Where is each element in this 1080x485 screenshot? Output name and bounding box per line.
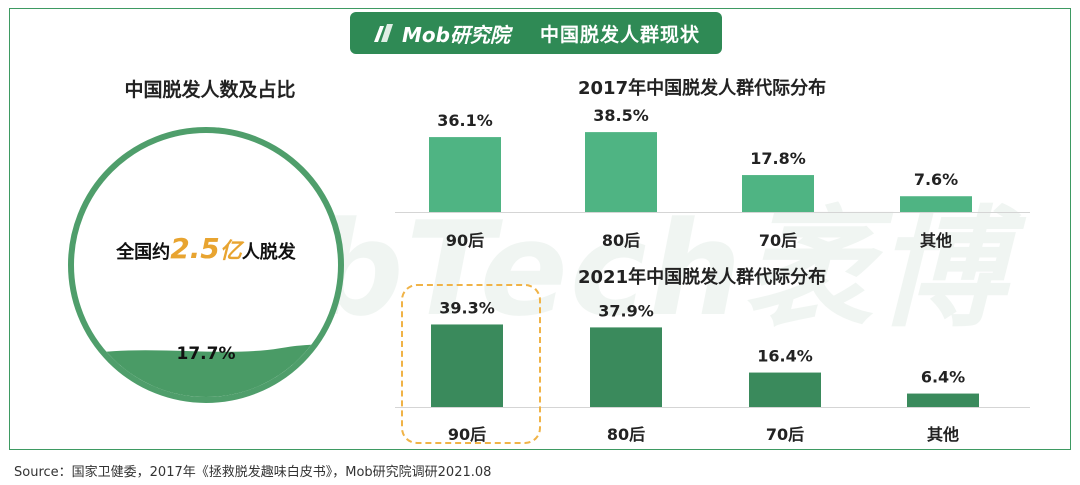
brand: Mob研究院	[372, 19, 510, 48]
percent-label: 17.7%	[176, 344, 236, 364]
percent-fill	[74, 344, 338, 397]
mob-logo-icon	[374, 24, 393, 42]
hair-loss-circle	[68, 127, 344, 403]
center-statement: 全国约2.5亿人脱发	[68, 232, 344, 265]
chart-1-value-label-1: 37.9%	[598, 301, 654, 320]
chart-0-bar-1	[585, 132, 657, 212]
chart-0-value-label-3: 7.6%	[914, 170, 958, 189]
chart-0-category-label-0: 90后	[446, 231, 484, 250]
chart-1-value-label-0: 39.3%	[439, 298, 495, 317]
chart-1-value-label-2: 16.4%	[757, 347, 813, 366]
center-prefix: 全国约	[116, 242, 171, 263]
chart-1-category-label-1: 80后	[607, 425, 645, 444]
left-panel-title: 中国脱发人数及占比	[124, 79, 296, 101]
source-note: Source：国家卫健委，2017年《拯救脱发趣味白皮书》，Mob研究院调研20…	[14, 465, 492, 480]
chart-0-bar-0	[429, 137, 501, 212]
chart-1-category-label-3: 其他	[927, 425, 959, 444]
chart-0-value-label-1: 38.5%	[593, 106, 649, 125]
header-banner: Mob研究院 中国脱发人群现状	[350, 12, 722, 54]
chart-1-bar-0	[431, 324, 503, 407]
chart-0-bar-3	[900, 196, 972, 212]
chart-0-category-label-3: 其他	[920, 231, 952, 250]
brand-name: Mob研究院	[402, 22, 510, 47]
center-suffix: 人脱发	[241, 242, 296, 263]
chart-0-value-label-2: 17.8%	[750, 149, 806, 168]
percent-fill-wave	[74, 344, 338, 397]
chart-0-bar-2	[742, 175, 814, 212]
banner-title: 中国脱发人群现状	[539, 23, 700, 46]
chart-1-category-label-0: 90后	[448, 425, 486, 444]
center-number: 2.5	[170, 232, 220, 265]
chart-1-value-label-3: 6.4%	[921, 368, 965, 387]
chart-1-category-label-2: 70后	[766, 425, 804, 444]
chart-0-value-label-0: 36.1%	[437, 111, 493, 130]
chart-0-category-label-1: 80后	[602, 231, 640, 250]
chart-1-bar-3	[907, 393, 979, 407]
chart-2021-title: 2021年中国脱发人群代际分布	[578, 267, 827, 288]
chart-1-bar-2	[749, 372, 821, 407]
chart-1-bar-1	[590, 327, 662, 407]
chart-0-category-label-2: 70后	[759, 231, 797, 250]
highlight-90s-box	[401, 284, 541, 444]
center-unit: 亿	[219, 239, 242, 264]
chart-2017-title: 2017年中国脱发人群代际分布	[578, 78, 827, 99]
